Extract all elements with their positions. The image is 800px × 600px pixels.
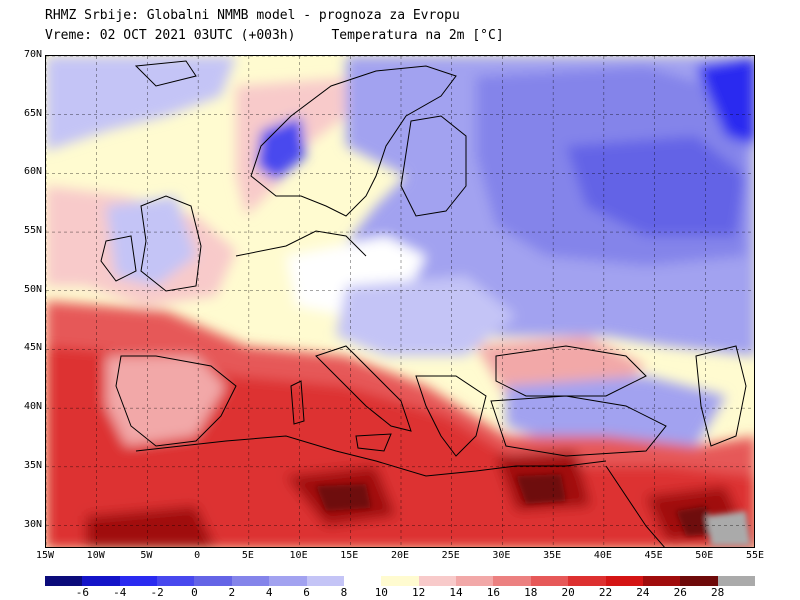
colorbar-tick-label: 10 <box>374 586 388 599</box>
colorbar-swatch <box>381 576 420 586</box>
lon-label: 15W <box>35 550 55 561</box>
colorbar-tick-label: 4 <box>265 586 273 599</box>
forecast-time: Vreme: 02 OCT 2021 03UTC (+003h) <box>45 28 296 43</box>
colorbar-tick-label: -6 <box>75 586 89 599</box>
lon-label: 40E <box>593 550 612 561</box>
temperature-zones <box>46 56 754 547</box>
temperature-map <box>45 55 755 548</box>
colorbar-swatch <box>680 576 719 586</box>
colorbar-tick-label: 22 <box>598 586 613 599</box>
colorbar-tick-label: 18 <box>524 586 538 599</box>
lon-label: 10W <box>86 550 105 561</box>
map-title: RHMZ Srbije: Globalni NMMB model - progn… <box>45 8 460 23</box>
colorbar-tick-label: 14 <box>449 586 463 599</box>
lon-label: 15E <box>340 550 359 561</box>
colorbar-tick-label: 0 <box>191 586 198 599</box>
lon-label: 20E <box>390 550 410 561</box>
graticule <box>46 56 754 547</box>
lon-label: 45E <box>644 550 663 561</box>
colorbar <box>45 576 756 586</box>
colorbar-swatch <box>717 576 756 586</box>
lat-label: 30N <box>23 518 42 530</box>
lon-label: 50E <box>695 550 714 561</box>
colorbar-swatch <box>45 576 83 586</box>
colorbar-swatch <box>231 576 270 586</box>
lon-label: 25E <box>441 550 460 561</box>
colorbar-tick-label: 12 <box>412 586 426 599</box>
colorbar-swatch <box>418 576 457 586</box>
colorbar-swatch <box>605 576 644 586</box>
coastlines <box>100 60 747 547</box>
lat-label: 45N <box>23 342 42 354</box>
lon-label: 0 <box>194 550 201 561</box>
colorbar-swatch <box>493 576 532 586</box>
lat-label: 35N <box>23 459 42 471</box>
colorbar-tick-label: 8 <box>340 586 348 599</box>
colorbar-swatch <box>194 576 233 586</box>
lat-label: 70N <box>23 49 42 60</box>
lat-label: 55N <box>23 225 42 237</box>
colorbar-swatch <box>456 576 494 586</box>
lon-label: 5W <box>140 550 153 561</box>
lat-label: 60N <box>23 166 42 178</box>
lon-label: 35E <box>543 550 562 561</box>
colorbar-swatch <box>157 576 195 586</box>
lon-label: 55E <box>745 550 765 561</box>
colorbar-tick-label: 2 <box>228 586 236 599</box>
colorbar-swatch <box>642 576 681 586</box>
colorbar-tick-label: 6 <box>303 586 310 599</box>
forecast-subtitle: Vreme: 02 OCT 2021 03UTC (+003h) Temperat… <box>45 28 504 43</box>
colorbar-swatch <box>269 576 308 586</box>
colorbar-tick-label: 20 <box>561 586 575 599</box>
colorbar-tick-label: 24 <box>636 586 650 599</box>
lon-label: 10E <box>289 550 308 561</box>
colorbar-swatch <box>343 576 382 586</box>
lat-label: 40N <box>23 401 42 413</box>
colorbar-swatch <box>530 576 569 586</box>
lat-label: 50N <box>23 283 42 295</box>
lat-label: 65N <box>23 107 42 119</box>
temperature-field <box>46 56 754 547</box>
colorbar-swatch <box>568 576 607 586</box>
colorbar-swatch <box>306 576 345 586</box>
parameter-label: Temperatura na 2m [°C] <box>331 28 504 43</box>
colorbar-swatch <box>119 576 158 586</box>
colorbar-swatch <box>82 576 121 586</box>
colorbar-tick-label: -2 <box>150 586 164 599</box>
colorbar-tick-label: -4 <box>113 586 127 599</box>
colorbar-tick-label: 16 <box>486 586 501 599</box>
lon-label: 30E <box>492 550 511 561</box>
colorbar-tick-label: 28 <box>711 586 725 599</box>
lon-label: 5E <box>241 550 254 561</box>
colorbar-tick-label: 26 <box>673 586 687 599</box>
